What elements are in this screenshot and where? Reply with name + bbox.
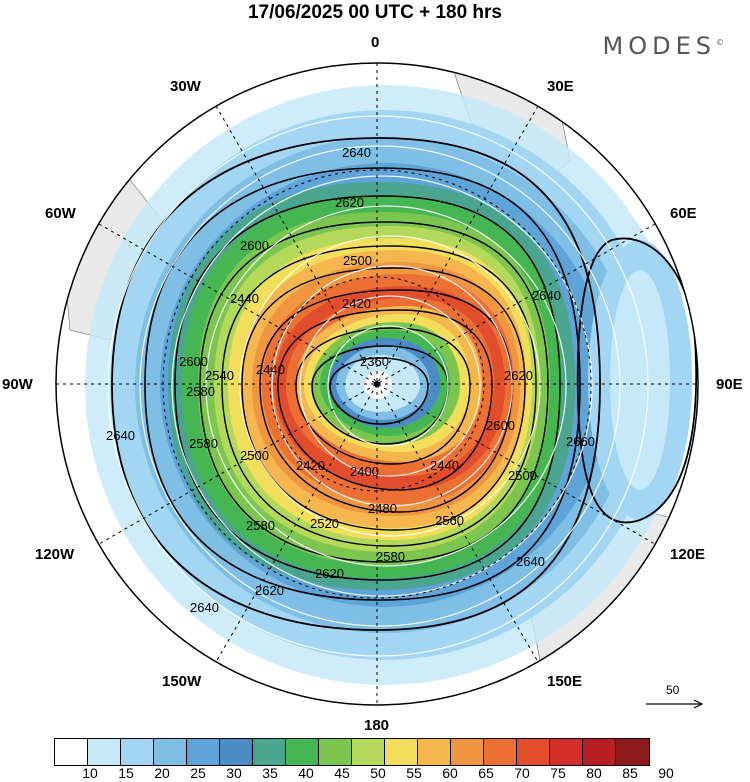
lon-label-120w: 120W [35, 546, 75, 563]
colorbar-tick-label: 30 [226, 765, 242, 781]
contour-label: 2580 [246, 518, 275, 533]
contour-label: 2620 [255, 583, 284, 598]
colorbar-tick-labels: 10 15 20 25 30 35 40 45 50 55 60 65 70 75 80 85 90 [54, 765, 704, 781]
reference-vector-label: 50 [666, 683, 680, 697]
colorbar-swatch [418, 739, 451, 765]
colorbar-tick-label: 80 [586, 765, 602, 781]
contour-label: 2580 [376, 549, 405, 564]
colorbar-swatch [616, 739, 649, 765]
contour-label: 2600 [486, 418, 515, 433]
colorbar-tick-label: 50 [370, 765, 386, 781]
colorbar-swatch [55, 739, 88, 765]
colorbar-tick-label: 45 [334, 765, 350, 781]
colorbar-tick-label: 25 [190, 765, 206, 781]
contour-label: 2500 [343, 253, 372, 268]
lon-label-150w: 150W [162, 673, 202, 690]
colorbar-tick-label: 85 [622, 765, 638, 781]
contour-label: 2640 [342, 145, 371, 160]
colorbar-swatch [550, 739, 583, 765]
colorbar-tick-label: 65 [478, 765, 494, 781]
contour-label: 2620 [335, 195, 364, 210]
lon-label-0: 0 [371, 34, 380, 51]
colorbar-tick-label: 90 [658, 765, 674, 781]
contour-label: 2660 [566, 434, 595, 449]
colorbar-swatch [385, 739, 418, 765]
lon-label-180: 180 [364, 717, 390, 734]
contour-label: 2440 [430, 458, 459, 473]
colorbar-swatch [253, 739, 286, 765]
colorbar-tick-label: 35 [262, 765, 278, 781]
contour-label: 2440 [230, 291, 259, 306]
graticule [56, 63, 698, 705]
colorbar-tick-label: 20 [154, 765, 170, 781]
brand-logo: MODES© [602, 32, 724, 60]
map-title: 17/06/2025 00 UTC + 180 hrs [247, 2, 503, 23]
contour-label: 2420 [296, 458, 325, 473]
lon-label-30w: 30W [170, 78, 201, 95]
colorbar-swatch [517, 739, 550, 765]
colorbar-swatch [88, 739, 121, 765]
contour-label: 2620 [315, 566, 344, 581]
contour-label: 2420 [342, 296, 371, 311]
contour-label: 2500 [508, 468, 537, 483]
wind-vectors [107, 115, 649, 657]
contour-value-labels: 2640 2620 2600 2500 2440 2420 2360 2600 … [106, 145, 595, 615]
lon-label-60e: 60E [670, 205, 697, 222]
contour-label: 2640 [190, 600, 219, 615]
contour-label: 2440 [256, 362, 285, 377]
contour-label: 2500 [240, 448, 269, 463]
colorbar-tick-label: 75 [550, 765, 566, 781]
contour-label: 2580 [186, 384, 215, 399]
contour-label: 2640 [516, 554, 545, 569]
wind-shading: 2640 2620 2600 2500 2440 2420 2360 2600 … [56, 63, 698, 705]
colorbar-swatch [220, 739, 253, 765]
contour-label: 2640 [106, 428, 135, 443]
contour-label: 2600 [240, 238, 269, 253]
contour-label: 2540 [205, 368, 234, 383]
colorbar-swatch [187, 739, 220, 765]
colorbar-swatch [583, 739, 616, 765]
colorbar-swatch [286, 739, 319, 765]
map-boundary [55, 62, 699, 706]
reference-vector-arrow [646, 699, 704, 709]
contour-label: 2480 [368, 501, 397, 516]
lon-label-30e: 30E [547, 78, 574, 95]
contour-label: 2520 [310, 516, 339, 531]
lon-label-120e: 120E [670, 546, 706, 563]
colorbar-swatch [451, 739, 484, 765]
colorbar-swatch [352, 739, 385, 765]
contour-label: 2620 [504, 368, 533, 383]
lon-label-150e: 150E [547, 673, 583, 690]
lon-label-60w: 60W [45, 205, 76, 222]
colorbar-tick-label: 10 [82, 765, 98, 781]
colorbar-swatch [154, 739, 187, 765]
contour-label: 2600 [179, 354, 208, 369]
colorbar-tick-label: 70 [514, 765, 530, 781]
colorbar-swatch [319, 739, 352, 765]
colorbar-tick-label: 40 [298, 765, 314, 781]
contour-label: 2640 [532, 288, 561, 303]
lon-label-90w: 90W [2, 376, 33, 393]
colorbar-tick-label: 60 [442, 765, 458, 781]
contour-label: 2580 [189, 436, 218, 451]
colorbar-swatch [121, 739, 154, 765]
contour-label: 2400 [350, 464, 379, 479]
colorbar-swatch [484, 739, 517, 765]
contour-label: 2560 [435, 513, 464, 528]
polar-map: 2640 2620 2600 2500 2440 2420 2360 2600 … [55, 62, 699, 706]
contour-label: 2360 [360, 354, 389, 369]
lon-label-90e: 90E [716, 376, 743, 393]
wind-speed-colorbar [54, 738, 650, 766]
colorbar-tick-label: 15 [118, 765, 134, 781]
colorbar-tick-label: 55 [406, 765, 422, 781]
